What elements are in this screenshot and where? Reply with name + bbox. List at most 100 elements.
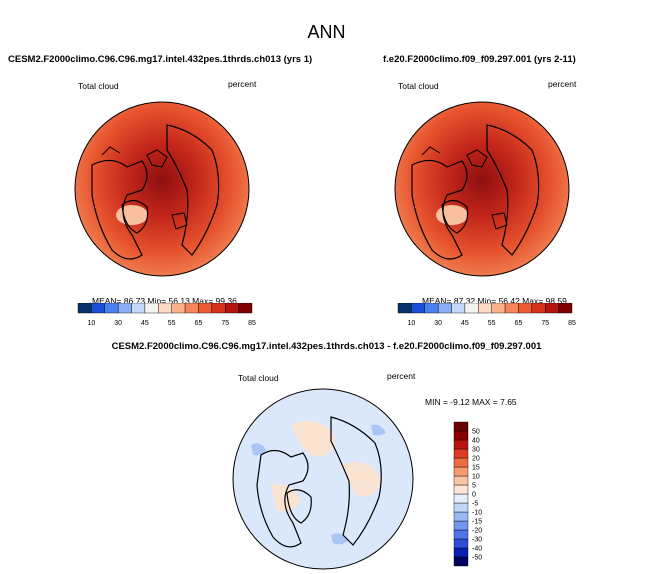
panel2-left-label: Total cloud — [398, 81, 439, 91]
panel2-coast-asia — [486, 124, 540, 256]
colorbar-tick-label: 45 — [141, 320, 149, 327]
panel2-colorbar: 1030455565758595 — [397, 303, 576, 327]
colorbar-tick-label: 65 — [515, 320, 523, 327]
panel2-right-label: percent — [548, 79, 577, 89]
colorbar-tick-label: 30 — [434, 320, 442, 327]
panel3-map-border — [232, 388, 414, 570]
panel2-map — [394, 101, 570, 277]
panel3-left-label: Total cloud — [238, 373, 279, 383]
colorbar-swatch — [504, 303, 519, 314]
panel2-greenland-low — [436, 205, 468, 225]
colorbar-swatch — [453, 520, 469, 531]
colorbar-tick-label: -5 — [472, 501, 478, 508]
colorbar-swatch — [453, 511, 469, 522]
colorbar-swatch — [211, 303, 226, 314]
colorbar-tick-label: 85 — [568, 320, 576, 327]
colorbar-tick-label: 50 — [472, 429, 480, 436]
panel1-greenland-low — [116, 205, 148, 225]
colorbar-tick-label: 55 — [168, 320, 176, 327]
colorbar-swatch — [558, 303, 573, 314]
colorbar-tick-label: 40 — [472, 438, 480, 445]
colorbar-swatch — [453, 493, 469, 504]
panel1-title: CESM2.F2000climo.C96.C96.mg17.intel.432p… — [8, 54, 313, 65]
panel1-coast-asia — [166, 124, 220, 256]
panel3-pos-1 — [291, 421, 335, 457]
colorbar-swatch — [437, 303, 452, 314]
colorbar-swatch — [453, 502, 469, 513]
panel3-coast-na — [256, 449, 309, 548]
colorbar-swatch — [531, 303, 546, 314]
panel3-pos-2 — [341, 462, 381, 496]
panel3-pos-3 — [271, 484, 301, 512]
colorbar-swatch — [464, 303, 479, 314]
colorbar-swatch — [453, 529, 469, 540]
panel3-field — [233, 389, 413, 569]
colorbar-swatch — [453, 484, 469, 495]
colorbar-tick-label: 5 — [472, 483, 476, 490]
panel1-right-label: percent — [228, 79, 257, 89]
panel2-field — [395, 102, 569, 276]
colorbar-swatch — [545, 303, 559, 314]
colorbar-tick-label: 55 — [488, 320, 496, 327]
colorbar-tick-label: 45 — [461, 320, 469, 327]
colorbar-swatch — [453, 556, 469, 567]
colorbar-swatch — [171, 303, 186, 314]
colorbar-swatch — [453, 439, 469, 450]
panel2-title: f.e20.F2000climo.f09_f09.297.001 (yrs 2-… — [383, 54, 576, 65]
colorbar-swatch — [453, 421, 469, 432]
panel1-map — [74, 101, 250, 277]
colorbar-tick-label: 65 — [195, 320, 203, 327]
colorbar-tick-label: 10 — [87, 320, 95, 327]
colorbar-tick-label: -10 — [472, 510, 482, 517]
colorbar-swatch — [491, 303, 506, 314]
colorbar-swatch — [117, 303, 132, 314]
panel3-title: CESM2.F2000climo.C96.C96.mg17.intel.432p… — [111, 341, 542, 352]
panel3-stats: MIN = -9.12 MAX = 7.65 — [425, 397, 517, 407]
panel3-right-label: percent — [387, 371, 416, 381]
panel1-islands — [101, 146, 188, 230]
colorbar-swatch — [518, 303, 533, 314]
panel2-stats: MEAN= 87.32 Min= 56.42 Max= 98.59 — [422, 296, 567, 306]
colorbar-swatch — [451, 303, 466, 314]
colorbar-tick-label: 30 — [472, 447, 480, 454]
colorbar-tick-label: -15 — [472, 519, 482, 526]
colorbar-tick-label: 10 — [407, 320, 415, 327]
colorbar-swatch — [225, 303, 239, 314]
colorbar-swatch — [158, 303, 172, 314]
panel3-coast-asia — [330, 416, 382, 546]
colorbar-swatch — [238, 303, 253, 314]
colorbar-swatch — [424, 303, 439, 314]
panel1-field — [75, 102, 249, 276]
page-title: ANN — [307, 22, 346, 42]
colorbar-tick-label: 85 — [248, 320, 256, 327]
colorbar-swatch — [144, 303, 159, 314]
panel1-stats: MEAN= 86.73 Min= 56.13 Max= 99.36 — [92, 296, 237, 306]
colorbar-tick-label: -30 — [472, 537, 482, 544]
panel2-coast-greenland — [441, 199, 469, 234]
panel2-islands — [421, 146, 508, 230]
colorbar-swatch — [184, 303, 199, 314]
colorbar-swatch — [77, 303, 92, 314]
colorbar-tick-label: 30 — [114, 320, 122, 327]
colorbar-tick-label: 75 — [541, 320, 549, 327]
panel1-colorbar: 1030455565758595 — [77, 303, 256, 327]
colorbar-tick-label: -50 — [472, 555, 482, 562]
panel3-map — [232, 388, 414, 570]
colorbar-swatch — [104, 303, 119, 314]
panel1-map-border — [74, 101, 250, 277]
colorbar-swatch — [453, 538, 469, 549]
colorbar-swatch — [453, 457, 469, 468]
colorbar-tick-label: 20 — [472, 456, 480, 463]
colorbar-swatch — [397, 303, 412, 314]
colorbar-swatch — [453, 547, 469, 558]
colorbar-tick-label: -20 — [472, 528, 482, 535]
panel2-map-border — [394, 101, 570, 277]
panel1-left-label: Total cloud — [78, 81, 119, 91]
colorbar-swatch — [478, 303, 492, 314]
colorbar-swatch — [131, 303, 146, 314]
colorbar-swatch — [453, 466, 469, 477]
colorbar-tick-label: 75 — [221, 320, 229, 327]
panel3-coast-greenland — [286, 489, 312, 524]
colorbar-tick-label: -40 — [472, 546, 482, 553]
